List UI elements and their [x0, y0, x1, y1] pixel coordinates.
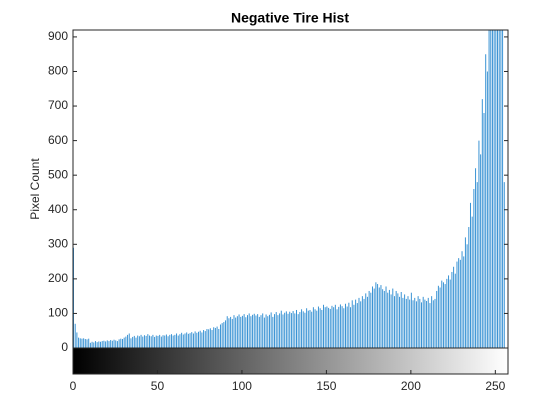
x-tick-label: 0 — [70, 379, 77, 393]
y-tick-label: 600 — [48, 133, 68, 147]
x-tick-label: 100 — [232, 379, 252, 393]
y-tick-label: 200 — [48, 271, 68, 285]
y-tick-label: 800 — [48, 64, 68, 78]
x-tick-label: 250 — [485, 379, 505, 393]
y-tick-label: 500 — [48, 167, 68, 181]
y-tick-label: 900 — [48, 29, 68, 43]
y-tick-label: 400 — [48, 202, 68, 216]
x-tick-label: 50 — [151, 379, 165, 393]
chart-title: Negative Tire Hist — [231, 10, 349, 26]
x-tick-label: 200 — [401, 379, 421, 393]
y-tick-label: 100 — [48, 306, 68, 320]
colorbar — [73, 348, 508, 374]
x-tick-label: 150 — [316, 379, 336, 393]
y-tick-label: 700 — [48, 98, 68, 112]
colorbar-frame — [72, 347, 509, 375]
axes: 0 100 200 300 400 500 600 700 800 900 0 50 100 150 200… — [48, 29, 508, 393]
y-tick-label: 0 — [61, 340, 68, 354]
y-axis-label: Pixel Count — [28, 158, 42, 220]
y-tick-label: 300 — [48, 236, 68, 250]
bars — [73, 30, 505, 348]
